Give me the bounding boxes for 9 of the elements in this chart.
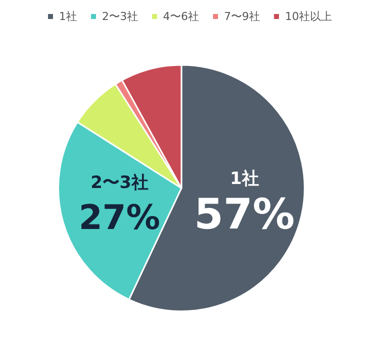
legend-label: 10社以上 — [284, 10, 332, 23]
slice-label: 1社 — [230, 169, 259, 190]
legend-label: 7〜9社 — [224, 10, 260, 23]
slice-label: 2〜3社 — [90, 173, 148, 194]
data-label: 57% — [194, 190, 295, 239]
legend-label: 1社 — [59, 10, 78, 23]
legend-label: 4〜6社 — [163, 10, 199, 23]
legend-label: 2〜3社 — [102, 10, 138, 23]
data-label: 27% — [78, 198, 160, 238]
